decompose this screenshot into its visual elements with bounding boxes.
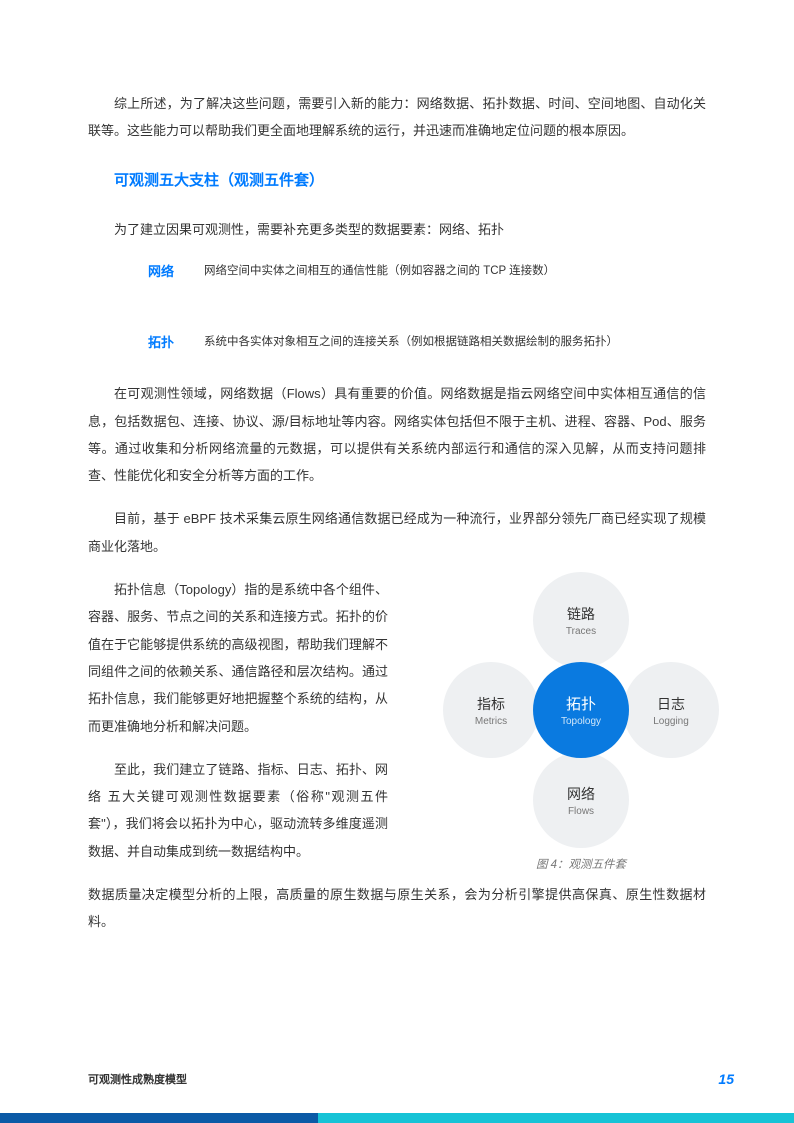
- petal-metrics: 指标 Metrics: [443, 662, 539, 758]
- intro-paragraph: 综上所述，为了解决这些问题，需要引入新的能力：网络数据、拓扑数据、时间、空间地图…: [88, 90, 706, 145]
- para-6a: 至此，我们建立了链路、指标、日志、拓扑、网络 五大关键可观测性数据要素（俗称"观…: [88, 756, 388, 865]
- def-desc: 网络空间中实体之间相互的通信性能（例如容器之间的 TCP 连接数）: [204, 261, 555, 282]
- bottom-accent-bar: [0, 1113, 794, 1123]
- petal-diagram: 链路 Traces 指标 Metrics 日志 Logging 网络 Flows…: [441, 570, 721, 850]
- def-term: 网络: [148, 261, 204, 280]
- figure-caption: 图 4：观测五件套: [426, 856, 736, 872]
- petal-label-en: Logging: [653, 716, 689, 727]
- text-with-figure: 链路 Traces 指标 Metrics 日志 Logging 网络 Flows…: [88, 576, 706, 936]
- petal-label-cn: 链路: [567, 604, 595, 624]
- figure-4: 链路 Traces 指标 Metrics 日志 Logging 网络 Flows…: [426, 570, 736, 872]
- petal-label-en: Flows: [568, 806, 594, 817]
- page-footer: 可观测性成熟度模型 15: [88, 1071, 734, 1087]
- section-title: 可观测五大支柱（观测五件套）: [114, 169, 706, 190]
- def-desc: 系统中各实体对象相互之间的连接关系（例如根据链路相关数据绘制的服务拓扑）: [204, 332, 618, 353]
- petal-logging: 日志 Logging: [623, 662, 719, 758]
- def-term: 拓扑: [148, 332, 204, 351]
- petal-label-cn: 指标: [477, 694, 505, 714]
- petal-label-en: Metrics: [475, 716, 507, 727]
- para-3: 在可观测性领域，网络数据（Flows）具有重要的价值。网络数据是指云网络空间中实…: [88, 380, 706, 489]
- bar-segment-b: [318, 1113, 794, 1123]
- footer-page-number: 15: [718, 1071, 734, 1087]
- para-4: 目前，基于 eBPF 技术采集云原生网络通信数据已经成为一种流行，业界部分领先厂…: [88, 505, 706, 560]
- para-2: 为了建立因果可观测性，需要补充更多类型的数据要素：网络、拓扑: [88, 216, 706, 243]
- petal-label-cn: 网络: [567, 784, 595, 804]
- petal-label-cn: 拓扑: [566, 693, 596, 714]
- petal-label-en: Traces: [566, 626, 596, 637]
- petal-traces: 链路 Traces: [533, 572, 629, 668]
- para-5: 拓扑信息（Topology）指的是系统中各个组件、容器、服务、节点之间的关系和连…: [88, 576, 388, 740]
- definition-network: 网络 网络空间中实体之间相互的通信性能（例如容器之间的 TCP 连接数）: [148, 261, 706, 282]
- petal-topology-center: 拓扑 Topology: [533, 662, 629, 758]
- bar-segment-a: [0, 1113, 318, 1123]
- para-6b: 数据质量决定模型分析的上限，高质量的原生数据与原生关系，会为分析引擎提供高保真、…: [88, 881, 706, 936]
- petal-flows: 网络 Flows: [533, 752, 629, 848]
- petal-label-en: Topology: [561, 716, 601, 727]
- footer-doc-title: 可观测性成熟度模型: [88, 1071, 187, 1087]
- petal-label-cn: 日志: [657, 694, 685, 714]
- definition-topology: 拓扑 系统中各实体对象相互之间的连接关系（例如根据链路相关数据绘制的服务拓扑）: [148, 332, 706, 353]
